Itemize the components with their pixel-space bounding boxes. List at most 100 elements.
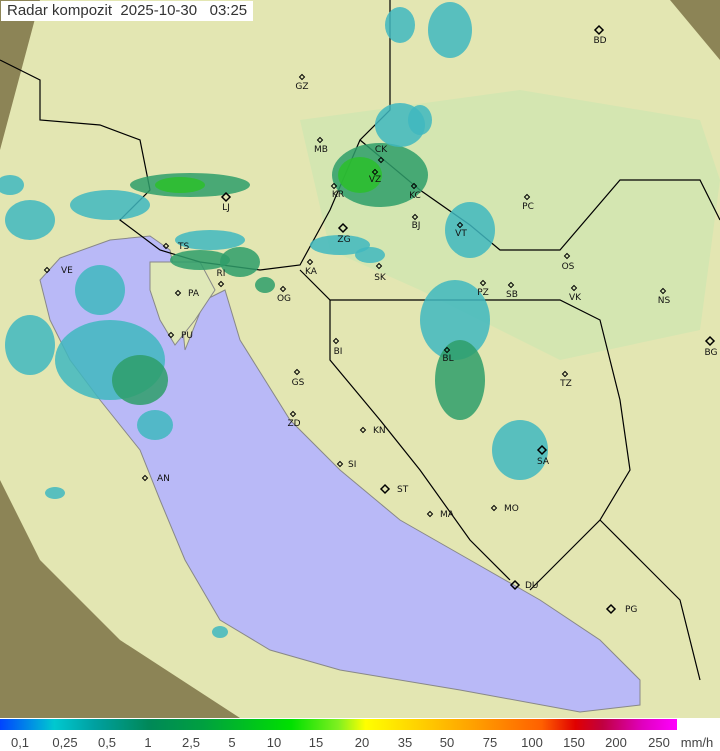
- legend-tick: 250: [648, 735, 670, 750]
- legend-tick: 150: [563, 735, 585, 750]
- legend-tick: 75: [482, 735, 498, 750]
- city-label: ZG: [337, 235, 350, 245]
- legend-tick: 0,25: [52, 735, 78, 750]
- city-marker-icon: [162, 242, 170, 250]
- city-marker-icon: [443, 346, 451, 354]
- precipitation-color-scale: [0, 719, 677, 730]
- rain-echo: [492, 420, 548, 480]
- legend-tick: 100: [521, 735, 543, 750]
- city-marker-icon: [704, 335, 716, 347]
- legend-tick: 35: [397, 735, 413, 750]
- city-marker-icon: [332, 337, 340, 345]
- rain-echo: [137, 410, 173, 440]
- rain-echo: [70, 190, 150, 220]
- city-label: BI: [334, 347, 343, 357]
- city-label: PG: [625, 605, 637, 615]
- city-label: PZ: [477, 288, 489, 298]
- city-marker-icon: [375, 262, 383, 270]
- city-label: PU: [181, 331, 193, 341]
- rain-echo: [420, 280, 490, 360]
- city-marker-icon: [220, 191, 232, 203]
- city-label: VT: [455, 229, 467, 239]
- city-label: BL: [442, 354, 453, 364]
- city-marker-icon: [337, 222, 349, 234]
- city-marker-icon: [479, 279, 487, 287]
- city-marker-icon: [359, 426, 367, 434]
- rain-echo: [5, 315, 55, 375]
- city-marker-icon: [298, 73, 306, 81]
- city-label: PA: [188, 289, 200, 299]
- rain-echo: [338, 157, 382, 193]
- legend-tick: 0,1: [10, 735, 30, 750]
- city-label: GS: [292, 378, 305, 388]
- rain-echo: [428, 2, 472, 58]
- city-marker-icon: [507, 281, 515, 289]
- city-marker-icon: [490, 504, 498, 512]
- city-marker-icon: [217, 280, 225, 288]
- city-label: SB: [506, 290, 518, 300]
- city-marker-icon: [456, 221, 464, 229]
- city-label: BD: [593, 36, 606, 46]
- city-marker-icon: [605, 603, 617, 615]
- city-label: BG: [705, 348, 718, 358]
- city-marker-icon: [316, 136, 324, 144]
- city-marker-icon: [536, 444, 548, 456]
- rain-echo: [310, 235, 370, 255]
- sea: [39, 235, 641, 713]
- city-marker-icon: [659, 287, 667, 295]
- rain-echo: [220, 247, 260, 277]
- legend-tick: 2,5: [181, 735, 201, 750]
- city-label: LJ: [222, 203, 230, 213]
- legend-tick: 10: [266, 735, 282, 750]
- rain-echo: [355, 247, 385, 263]
- rain-echo: [45, 487, 65, 499]
- city-marker-icon: [167, 331, 175, 339]
- city-label: MB: [314, 145, 328, 155]
- city-label: KN: [373, 426, 386, 436]
- rain-echo: [170, 250, 230, 270]
- city-label: GZ: [295, 82, 308, 92]
- city-label: CK: [375, 145, 388, 155]
- legend-tick: 200: [605, 735, 627, 750]
- city-label: RI: [217, 269, 226, 279]
- city-label: SA: [537, 457, 550, 467]
- rain-echo: [408, 105, 432, 135]
- rain-echo: [445, 202, 495, 258]
- city-marker-icon: [174, 289, 182, 297]
- rain-echo: [0, 175, 24, 195]
- rain-echo: [385, 7, 415, 43]
- city-label: KA: [305, 267, 318, 277]
- city-label: BJ: [412, 221, 421, 231]
- city-marker-icon: [411, 213, 419, 221]
- radar-map[interactable]: GZ MB CK VZ KR KC BJ VT PC ZG LJ TS VE RI PA PU KA OG SK PZ…: [0, 0, 720, 718]
- city-marker-icon: [379, 483, 391, 495]
- legend-tick: 1: [144, 735, 152, 750]
- city-label: VE: [61, 266, 73, 276]
- city-marker-icon: [410, 182, 418, 190]
- city-label: KC: [409, 191, 421, 201]
- city-marker-icon: [289, 410, 297, 418]
- city-marker-icon: [371, 168, 379, 176]
- legend-tick: 0,5: [97, 735, 117, 750]
- city-label: KR: [332, 190, 344, 200]
- city-marker-icon: [279, 285, 287, 293]
- city-label: SI: [348, 460, 356, 470]
- city-label: AN: [157, 474, 170, 484]
- city-marker-icon: [336, 460, 344, 468]
- city-marker-icon: [330, 182, 338, 190]
- map-title: Radar kompozit 2025-10-30 03:25: [1, 1, 254, 21]
- legend-tick: 20: [354, 735, 370, 750]
- city-label: TS: [177, 242, 189, 252]
- city-label: VZ: [369, 175, 381, 185]
- rain-echo: [212, 626, 228, 638]
- rain-echo: [175, 230, 245, 250]
- rain-echo: [5, 200, 55, 240]
- city-marker-icon: [306, 258, 314, 266]
- city-markers: GZ MB CK VZ KR KC BJ VT PC ZG LJ TS VE RI PA PU KA OG SK PZ…: [43, 24, 718, 615]
- legend-tick: 15: [308, 735, 324, 750]
- legend-tick: 50: [439, 735, 455, 750]
- city-label: PC: [522, 202, 534, 212]
- city-marker-icon: [293, 368, 301, 376]
- city-label: SK: [374, 273, 387, 283]
- rain-echo: [435, 340, 485, 420]
